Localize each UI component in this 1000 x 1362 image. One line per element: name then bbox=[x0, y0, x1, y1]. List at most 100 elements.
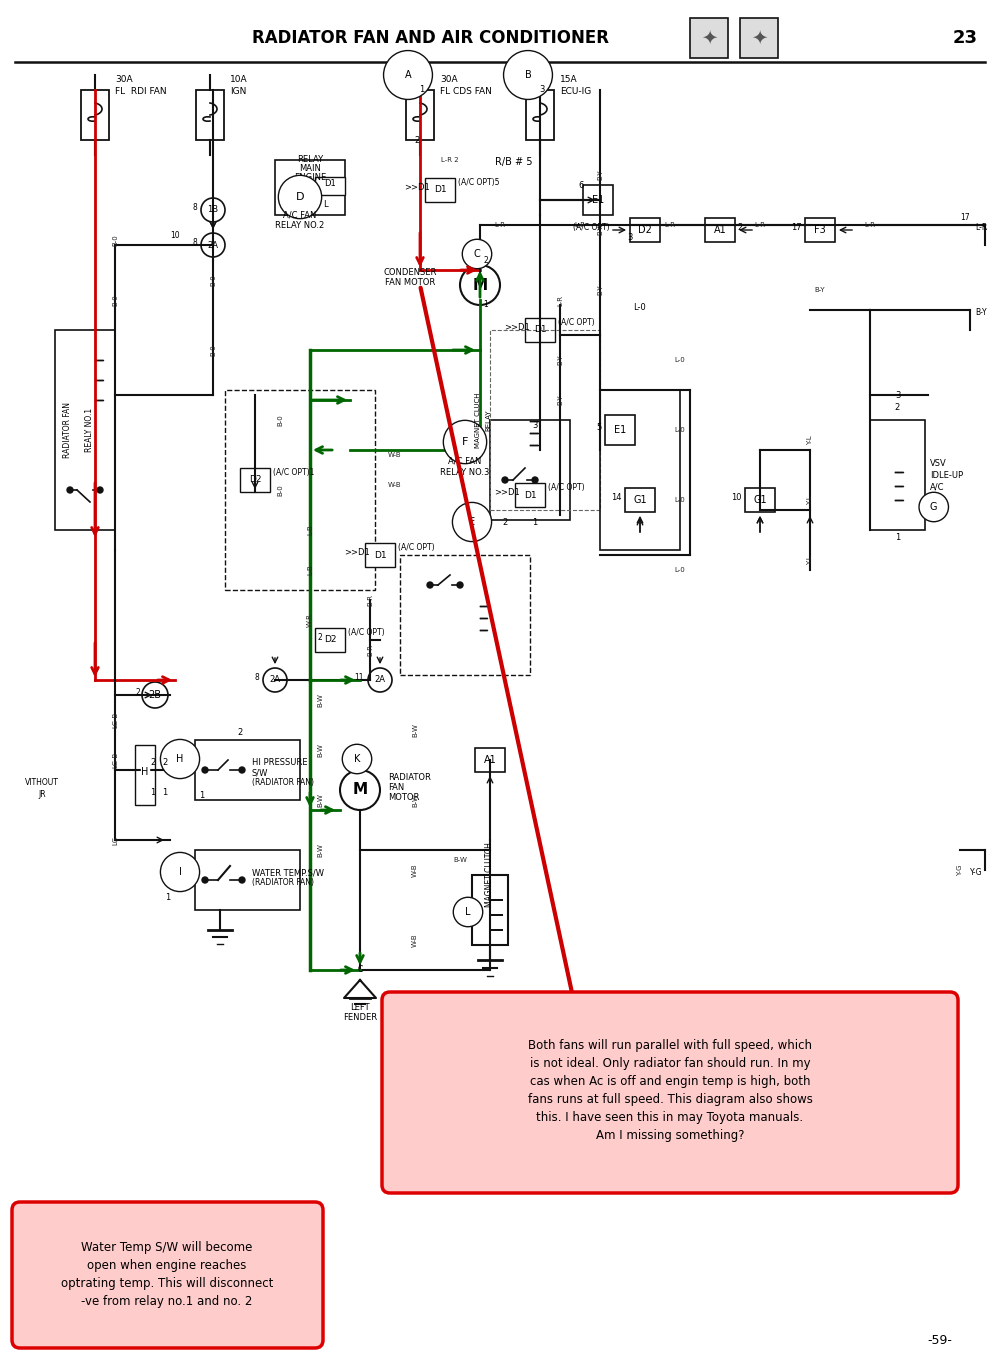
Text: E1: E1 bbox=[592, 195, 604, 206]
Text: LEFT: LEFT bbox=[350, 1002, 370, 1012]
Text: D2: D2 bbox=[249, 475, 261, 485]
Bar bbox=[600, 390, 680, 550]
Text: L-R: L-R bbox=[557, 294, 563, 305]
Text: B-Y: B-Y bbox=[597, 285, 603, 296]
Bar bbox=[196, 90, 224, 140]
Text: (RADIATOR FAN): (RADIATOR FAN) bbox=[252, 778, 314, 787]
Text: 3: 3 bbox=[532, 421, 537, 430]
Text: A/C FAN: A/C FAN bbox=[448, 456, 482, 464]
Text: A1: A1 bbox=[714, 225, 726, 236]
Circle shape bbox=[202, 767, 208, 774]
Bar bbox=[526, 90, 554, 140]
Text: 1: 1 bbox=[419, 84, 425, 94]
Circle shape bbox=[142, 682, 168, 708]
Circle shape bbox=[67, 488, 73, 493]
Circle shape bbox=[201, 197, 225, 222]
Text: 1: 1 bbox=[483, 300, 488, 309]
Text: L-B: L-B bbox=[307, 565, 313, 575]
Bar bbox=[690, 18, 728, 59]
Text: D2: D2 bbox=[638, 225, 652, 236]
Bar bbox=[705, 218, 735, 242]
Bar bbox=[365, 543, 395, 567]
Text: 1: 1 bbox=[165, 893, 170, 902]
Text: B-W: B-W bbox=[317, 693, 323, 707]
Bar bbox=[630, 218, 660, 242]
Circle shape bbox=[239, 767, 245, 774]
Text: Y-G: Y-G bbox=[957, 865, 963, 876]
Text: W-B: W-B bbox=[412, 933, 418, 947]
Bar bbox=[425, 178, 455, 202]
Text: 17: 17 bbox=[960, 212, 970, 222]
Text: M: M bbox=[352, 783, 368, 798]
Text: B-0: B-0 bbox=[112, 234, 118, 247]
Text: E1: E1 bbox=[614, 425, 626, 434]
Text: Y-L: Y-L bbox=[807, 434, 813, 445]
Text: Both fans will run parallel with full speed, which
is not ideal. Only radiator f: Both fans will run parallel with full sp… bbox=[528, 1038, 812, 1141]
Circle shape bbox=[368, 667, 392, 692]
Text: L: L bbox=[323, 200, 327, 208]
Text: 14: 14 bbox=[612, 493, 622, 503]
Text: VSV: VSV bbox=[930, 459, 947, 469]
Circle shape bbox=[201, 233, 225, 257]
Circle shape bbox=[532, 477, 538, 484]
Text: MAIN: MAIN bbox=[299, 163, 321, 173]
Text: 3: 3 bbox=[895, 391, 900, 400]
Text: CONDENSER: CONDENSER bbox=[383, 268, 437, 276]
Text: FL CDS FAN: FL CDS FAN bbox=[440, 87, 492, 97]
Text: 1: 1 bbox=[532, 518, 537, 527]
Text: B-Y: B-Y bbox=[557, 354, 563, 365]
Text: A1: A1 bbox=[484, 755, 496, 765]
Text: LG-B: LG-B bbox=[112, 712, 118, 729]
Bar bbox=[583, 185, 613, 215]
Circle shape bbox=[263, 667, 287, 692]
Text: MOTOR: MOTOR bbox=[388, 793, 419, 802]
Text: RELAY: RELAY bbox=[485, 409, 491, 430]
Bar bbox=[240, 469, 270, 492]
Text: 2: 2 bbox=[135, 688, 140, 697]
Text: (A/C OPT): (A/C OPT) bbox=[558, 317, 595, 327]
Text: B-Y: B-Y bbox=[975, 308, 987, 317]
Text: B-0: B-0 bbox=[277, 414, 283, 426]
Text: W-B: W-B bbox=[388, 452, 402, 458]
Text: 1: 1 bbox=[199, 791, 205, 799]
Text: D1: D1 bbox=[324, 178, 336, 188]
Text: 10: 10 bbox=[732, 493, 742, 503]
Bar bbox=[400, 554, 530, 676]
Text: (A/C OPT)5: (A/C OPT)5 bbox=[458, 178, 500, 187]
Text: L-R: L-R bbox=[864, 222, 876, 227]
Text: (A/C OPT): (A/C OPT) bbox=[548, 484, 585, 492]
Text: Water Temp S/W will become
open when engine reaches
optrating temp. This will di: Water Temp S/W will become open when eng… bbox=[61, 1242, 273, 1309]
Text: L-R: L-R bbox=[755, 222, 766, 227]
Bar bbox=[315, 628, 345, 652]
Text: (A/C OPT): (A/C OPT) bbox=[398, 543, 435, 552]
FancyBboxPatch shape bbox=[382, 992, 958, 1193]
Text: B-R: B-R bbox=[367, 644, 373, 656]
Text: FL  RDI FAN: FL RDI FAN bbox=[115, 87, 167, 97]
Text: H: H bbox=[176, 755, 184, 764]
Text: E: E bbox=[469, 518, 475, 527]
Text: D1: D1 bbox=[374, 550, 386, 560]
Text: L-0: L-0 bbox=[675, 567, 685, 573]
Text: (A/C OPT): (A/C OPT) bbox=[348, 628, 385, 637]
Text: F: F bbox=[462, 437, 468, 447]
Text: 2A: 2A bbox=[374, 676, 386, 685]
Text: 2: 2 bbox=[318, 633, 323, 642]
Text: 1: 1 bbox=[150, 789, 155, 797]
Text: S/W: S/W bbox=[252, 768, 268, 776]
Text: D1: D1 bbox=[524, 490, 536, 500]
Text: B-R: B-R bbox=[367, 594, 373, 606]
Text: L-R: L-R bbox=[574, 222, 586, 227]
Text: W-R: W-R bbox=[307, 613, 313, 627]
Bar bbox=[605, 415, 635, 445]
Text: B-W: B-W bbox=[412, 793, 418, 806]
Text: ✦: ✦ bbox=[701, 29, 717, 48]
Text: B-W: B-W bbox=[412, 723, 418, 737]
FancyBboxPatch shape bbox=[12, 1203, 323, 1348]
Text: 2: 2 bbox=[150, 759, 155, 767]
Text: L-R: L-R bbox=[975, 223, 987, 232]
Text: RADIATOR: RADIATOR bbox=[388, 774, 431, 782]
Text: A/C FAN: A/C FAN bbox=[283, 211, 317, 221]
Text: B-Y: B-Y bbox=[597, 225, 603, 236]
Bar bbox=[275, 159, 345, 215]
Text: FAN MOTOR: FAN MOTOR bbox=[385, 278, 435, 287]
